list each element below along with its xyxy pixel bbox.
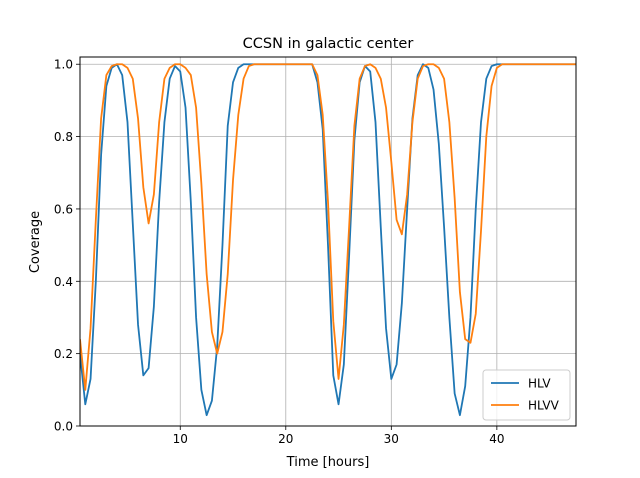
chart-title: CCSN in galactic center <box>243 36 414 52</box>
x-tick-label: 10 <box>173 432 188 446</box>
y-axis-label: Coverage <box>28 211 43 273</box>
legend-label-hlv: HLV <box>528 377 551 391</box>
x-tick-label: 40 <box>489 432 504 446</box>
y-tick-label: 0.4 <box>54 275 73 289</box>
legend: HLV HLVV <box>482 369 571 421</box>
y-tick-label: 1.0 <box>54 58 73 72</box>
ticks: 10 20 30 40 0.0 0.2 0.4 0.6 0.8 1.0 <box>54 58 505 446</box>
y-tick-label: 0.2 <box>54 347 73 361</box>
series-line-hlvv <box>80 63 576 391</box>
y-tick-label: 0.8 <box>54 130 73 144</box>
x-axis-label: Time [hours] <box>286 455 370 470</box>
y-tick-label: 0.0 <box>54 420 73 434</box>
plot-frame <box>79 56 577 427</box>
y-tick-label: 0.6 <box>54 202 73 216</box>
x-tick-label: 30 <box>384 432 399 446</box>
legend-label-hlvv: HLVV <box>528 399 560 413</box>
legend-box <box>482 369 571 421</box>
x-tick-label: 20 <box>278 432 293 446</box>
series-layer <box>80 63 576 417</box>
